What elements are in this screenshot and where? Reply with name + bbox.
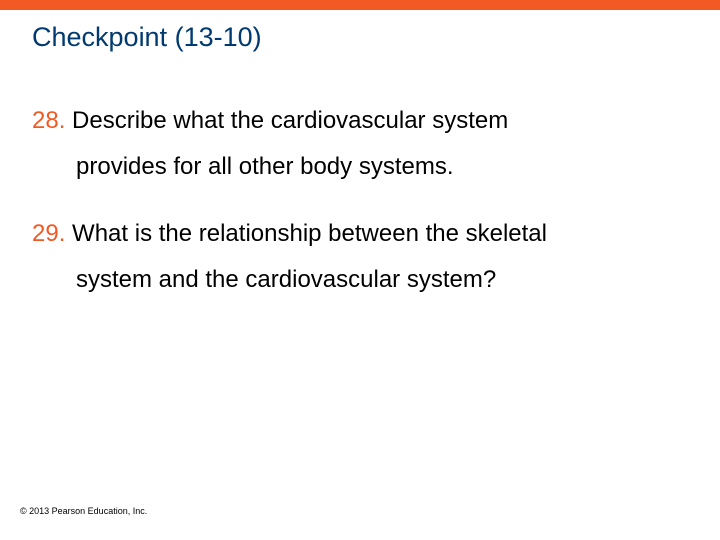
item-text: Describe what the cardiovascular system <box>72 107 508 134</box>
item-number: 28. <box>32 107 65 134</box>
item-text: What is the relationship between the ske… <box>72 220 547 247</box>
accent-bar <box>0 0 720 10</box>
item-text-cont: provides for all other body systems. <box>32 144 680 190</box>
list-item: 29. What is the relationship between the… <box>32 211 680 302</box>
content-area: 28. Describe what the cardiovascular sys… <box>0 53 720 302</box>
item-number: 29. <box>32 220 65 247</box>
page-title: Checkpoint (13-10) <box>0 10 720 53</box>
item-text-cont: system and the cardiovascular system? <box>32 257 680 303</box>
list-item: 28. Describe what the cardiovascular sys… <box>32 98 680 189</box>
copyright: © 2013 Pearson Education, Inc. <box>20 506 147 516</box>
